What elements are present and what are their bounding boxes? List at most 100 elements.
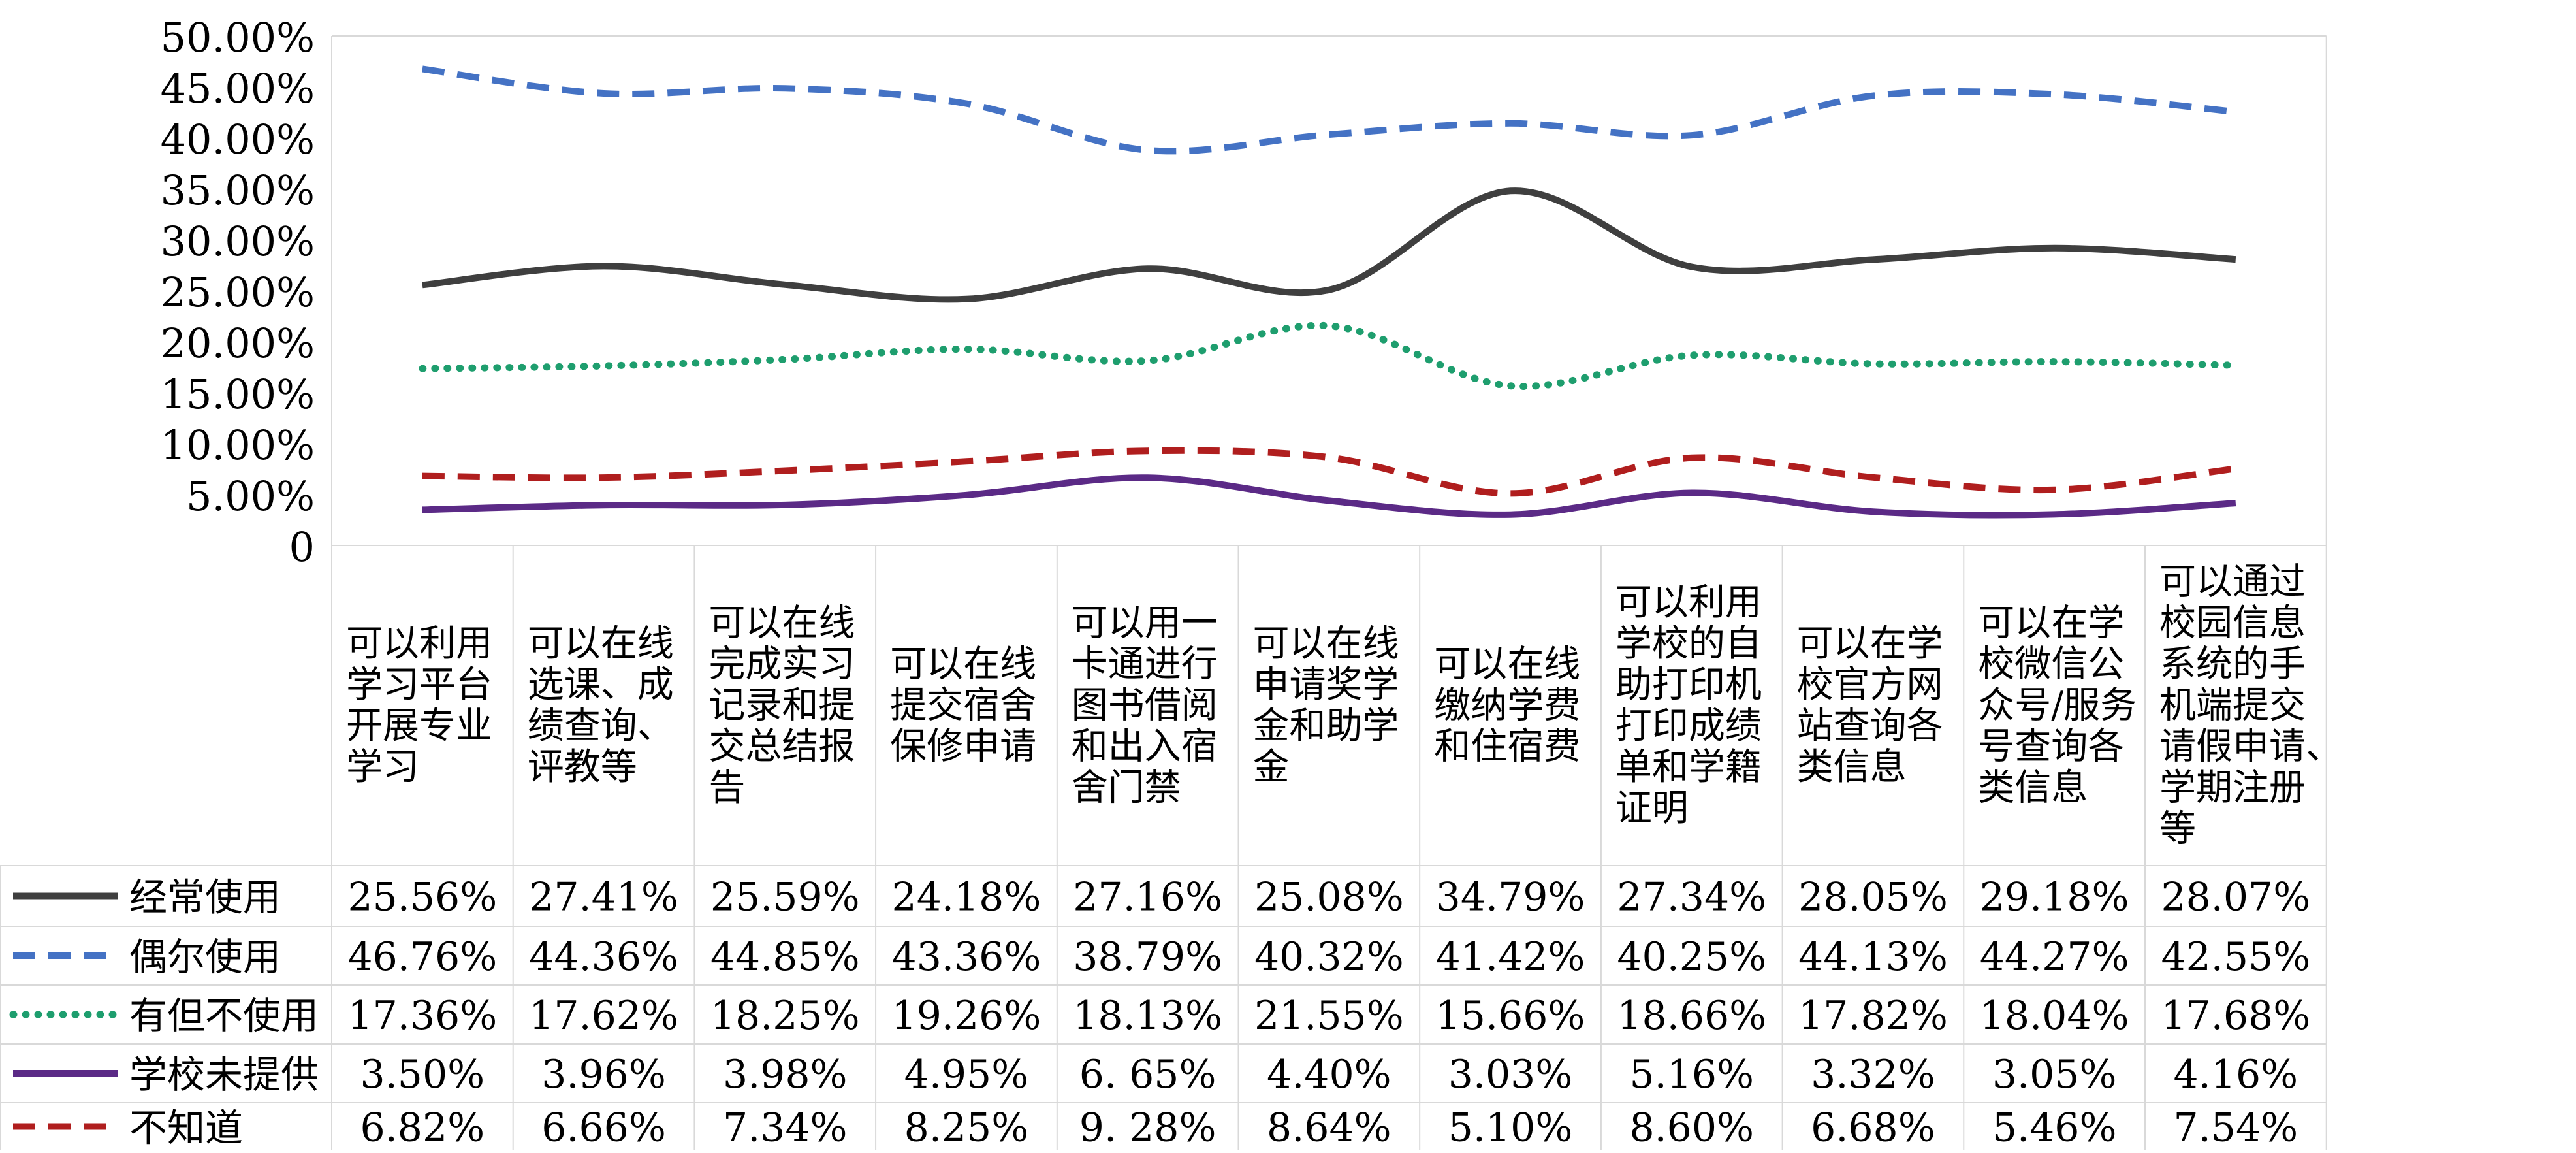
category-label-line: 绩查询、: [528, 705, 674, 747]
data-table-value: 6.68%: [1811, 1105, 1935, 1151]
y-tick-label: 5.00%: [186, 472, 315, 520]
category-label: 可以用一卡通进行图书借阅和出入宿舍门禁: [1072, 602, 1218, 809]
category-label-line: 申请奖学: [1253, 664, 1399, 706]
category-label-line: 单和学籍: [1615, 746, 1762, 788]
category-label-line: 机端提交: [2159, 685, 2306, 727]
data-table-value: 27.41%: [529, 875, 678, 920]
data-table-value: 17.68%: [2161, 993, 2310, 1039]
data-table-value: 3.05%: [1992, 1052, 2117, 1097]
category-label: 可以在线提交宿舍保修申请: [890, 643, 1036, 768]
category-label-line: 系统的手: [2159, 643, 2306, 686]
series-group-2: [422, 65, 2236, 155]
category-label-line: 证明: [1615, 787, 1689, 830]
data-table-value: 18.66%: [1617, 993, 1766, 1039]
y-tick-label: 15.00%: [161, 370, 315, 418]
data-table-value: 28.07%: [2161, 875, 2310, 920]
category-label: 可以在学校官方网站查询各类信息: [1797, 623, 1943, 788]
data-table-value: 6.66%: [541, 1105, 666, 1151]
category-label-line: 学校的自: [1615, 623, 1762, 665]
category-label-line: 助打印机: [1615, 664, 1762, 706]
data-table-value: 18.04%: [1980, 993, 2129, 1039]
y-tick-label: 0: [289, 523, 315, 571]
category-label-line: 评教等: [528, 746, 637, 788]
data-table: 经常使用 25.56% 27.41% 25.59% 24.18% 27.16% 25.08%…: [9, 875, 2310, 1151]
category-label-line: 可以在线: [890, 643, 1036, 686]
category-label-line: 校官方网: [1797, 664, 1943, 706]
data-table-value: 27.16%: [1073, 875, 1222, 920]
data-table-grid: [0, 35, 2327, 1150]
data-table-value: 3.50%: [360, 1052, 485, 1097]
category-label: 可以在学校微信公众号/服务号查询各类信息: [1978, 602, 2137, 809]
data-table-value: 9. 28%: [1079, 1105, 1216, 1151]
category-label-line: 开展专业: [346, 705, 492, 747]
data-table-value: 44.13%: [1798, 934, 1948, 980]
data-table-value: 41.42%: [1436, 934, 1585, 980]
data-table-value: 8.60%: [1629, 1105, 1754, 1151]
data-table-value: 7.34%: [723, 1105, 848, 1151]
y-tick-label: 10.00%: [161, 421, 315, 469]
category-label-line: 舍门禁: [1072, 767, 1181, 809]
series-line-3: [419, 321, 2240, 390]
category-label-line: 可以利用: [346, 623, 492, 665]
legend-label-1: 经常使用: [129, 875, 281, 920]
category-label-line: 校园信息: [2159, 602, 2306, 645]
category-label-line: 众号/服务: [1978, 685, 2137, 727]
data-table-value: 42.55%: [2161, 934, 2310, 980]
category-label-line: 可以在线: [1253, 623, 1399, 665]
data-table-value: 4.95%: [904, 1052, 1029, 1097]
category-label-line: 图书借阅: [1072, 685, 1218, 727]
data-table-value: 21.55%: [1254, 993, 1404, 1039]
category-label-line: 类信息: [1797, 746, 1907, 788]
legend-label-2: 偶尔使用: [129, 935, 281, 979]
category-label-line: 可以在线: [528, 623, 674, 665]
category-label: 可以在线缴纳学费和住宿费: [1434, 643, 1580, 768]
category-label-line: 等: [2159, 808, 2196, 851]
category-label: 可以利用学习平台开展专业学习: [346, 623, 492, 788]
category-label-line: 类信息: [1978, 767, 2088, 809]
category-label: 可以通过校园信息系统的手机端提交请假申请、学期注册等: [2159, 561, 2342, 851]
y-tick-label: 45.00%: [161, 65, 315, 112]
category-label-line: 保修申请: [890, 726, 1036, 768]
data-table-value: 28.05%: [1798, 875, 1948, 920]
data-table-value: 18.13%: [1073, 993, 1222, 1039]
data-table-value: 8.25%: [904, 1105, 1029, 1151]
category-label-line: 可以在学: [1978, 602, 2124, 645]
data-table-value: 25.59%: [710, 875, 860, 920]
data-table-value: 46.76%: [347, 934, 497, 980]
data-table-value: 44.36%: [529, 934, 678, 980]
data-table-value: 27.34%: [1617, 875, 1766, 920]
series-lines: [419, 65, 2240, 519]
category-label-line: 学期注册: [2159, 767, 2306, 809]
category-label-line: 站查询各: [1797, 705, 1943, 747]
data-table-value: 3.03%: [1448, 1052, 1573, 1097]
data-table-value: 6. 65%: [1079, 1052, 1216, 1097]
data-table-value: 29.18%: [1980, 875, 2129, 920]
data-table-value: 40.25%: [1617, 934, 1766, 980]
category-label-line: 完成实习: [708, 643, 855, 686]
category-label-line: 选课、成: [528, 664, 674, 706]
legend-label-4: 学校未提供: [129, 1052, 319, 1097]
data-table-value: 24.18%: [892, 875, 1042, 920]
category-label-line: 交总结报: [708, 726, 855, 768]
data-table-value: 17.36%: [347, 993, 497, 1039]
series-line-2: [422, 65, 2236, 155]
category-label-line: 校微信公: [1978, 643, 2124, 686]
series-line-1: [422, 187, 2236, 303]
category-label: 可以利用学校的自助打印机打印成绩单和学籍证明: [1615, 581, 1762, 830]
category-label-line: 可以在线: [1434, 643, 1580, 686]
category-label-line: 可以在学: [1797, 623, 1943, 665]
series-group-5: [422, 447, 2236, 497]
category-label-line: 提交宿舍: [890, 685, 1036, 727]
y-tick-label: 25.00%: [161, 268, 315, 316]
category-label-line: 和住宿费: [1434, 726, 1580, 768]
category-label-line: 告: [708, 767, 745, 809]
legend-label-5: 不知道: [129, 1106, 243, 1150]
category-label-line: 金和助学: [1253, 705, 1399, 747]
data-table-value: 5.16%: [1629, 1052, 1754, 1097]
category-label-line: 打印成绩: [1615, 705, 1762, 747]
category-label-line: 学习平台: [346, 664, 492, 706]
y-tick-label: 50.00%: [161, 14, 315, 61]
data-table-value: 17.62%: [529, 993, 678, 1039]
